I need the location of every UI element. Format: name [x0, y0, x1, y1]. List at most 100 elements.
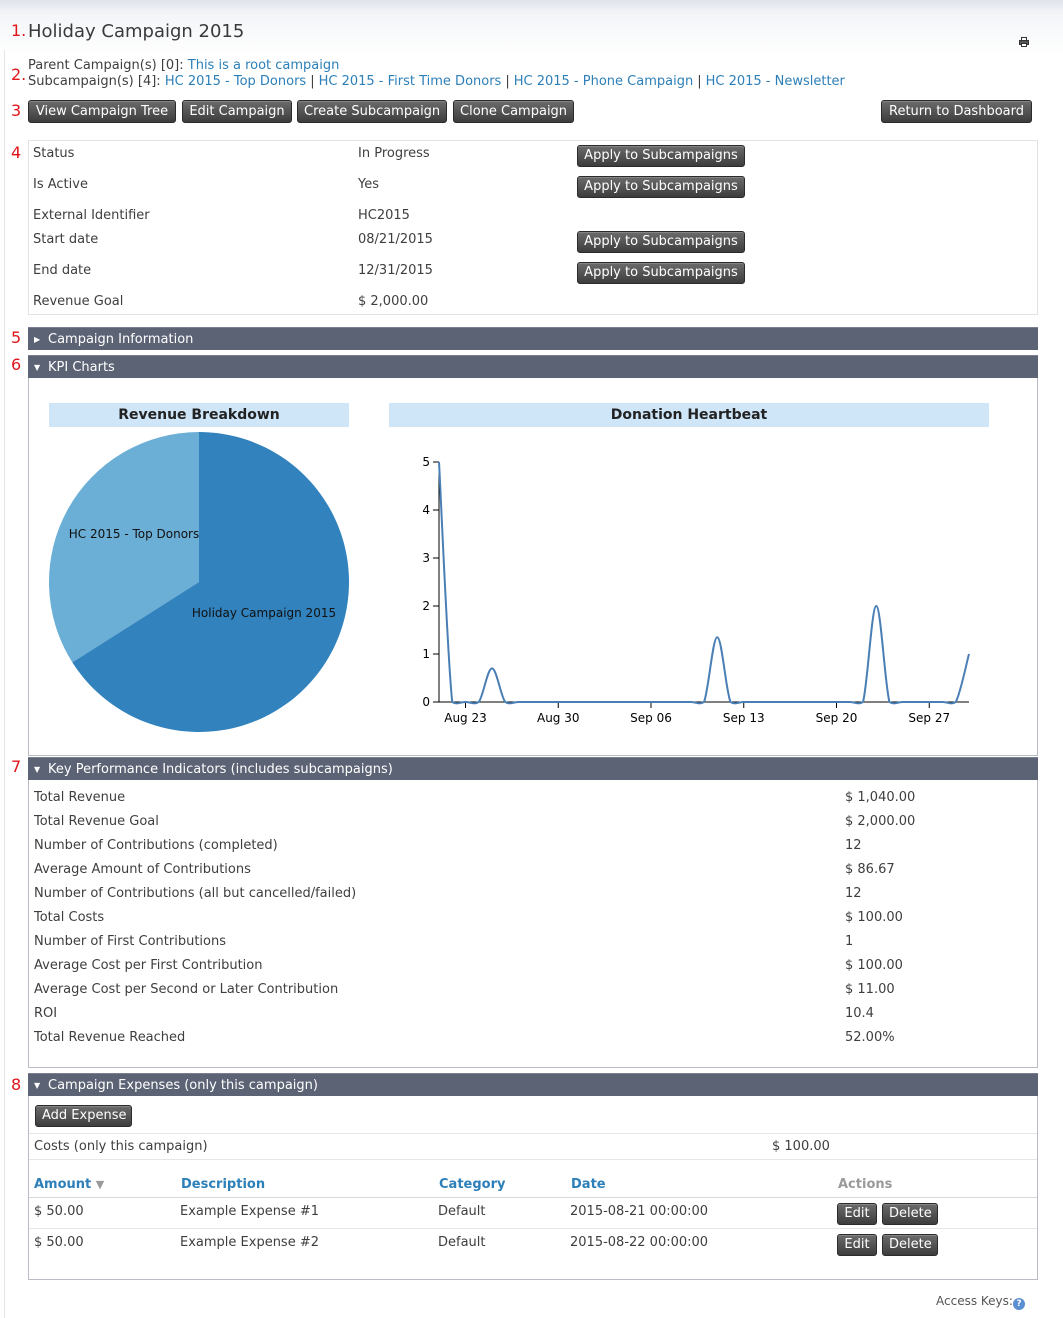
revenue-breakdown-title: Revenue Breakdown	[49, 403, 349, 427]
subcampaign-link-phone-campaign[interactable]: HC 2015 - Phone Campaign	[513, 74, 694, 89]
kpi-row: Number of Contributions (all but cancell…	[29, 883, 1037, 907]
kpi-charts-title: KPI Charts	[48, 360, 115, 375]
subcampaign-link-newsletter[interactable]: HC 2015 - Newsletter	[705, 74, 845, 89]
apply-end-date-to-subcampaigns-button[interactable]: Apply to Subcampaigns	[577, 262, 745, 284]
printer-icon[interactable]	[1019, 37, 1029, 47]
kpi-value: 12	[845, 838, 862, 853]
kpi-value: 12	[845, 886, 862, 901]
kpi-value: $ 1,040.00	[845, 790, 916, 805]
parent-campaigns: Parent Campaign(s) [0]: This is a root c…	[28, 58, 339, 73]
link-separator: |	[697, 74, 702, 89]
view-campaign-tree-button[interactable]: View Campaign Tree	[28, 100, 176, 123]
amount-header-label: Amount	[34, 1177, 92, 1192]
kpi-label: Total Revenue Goal	[34, 814, 159, 829]
kpi-row: Total Revenue Goal $ 2,000.00	[29, 811, 1037, 835]
x-tick-label: Sep 06	[630, 711, 672, 725]
kpi-value: 10.4	[845, 1006, 874, 1021]
kpi-row: Average Cost per First Contribution $ 100…	[29, 955, 1037, 979]
x-tick-label: Aug 30	[537, 711, 580, 725]
pie-slice-label: Holiday Campaign 2015	[192, 606, 336, 620]
expense-date: 2015-08-21 00:00:00	[570, 1204, 709, 1219]
kpi-value: 52.00%	[845, 1030, 895, 1045]
revenue-goal-label: Revenue Goal	[33, 294, 124, 309]
description-column-header[interactable]: Description	[181, 1177, 266, 1192]
edit-expense-button[interactable]: Edit	[837, 1203, 877, 1225]
kpi-label: Average Cost per First Contribution	[34, 958, 263, 973]
help-icon[interactable]: ?	[1012, 1298, 1025, 1310]
expenses-panel-title: Campaign Expenses (only this campaign)	[48, 1078, 318, 1093]
step-marker-1: 1.	[11, 21, 27, 40]
end-date-label: End date	[33, 263, 92, 278]
clone-campaign-button[interactable]: Clone Campaign	[453, 100, 574, 123]
subcampaign-link-first-time-donors[interactable]: HC 2015 - First Time Donors	[318, 74, 502, 89]
header-band	[0, 0, 1063, 60]
donation-heartbeat-line-chart: 0 1 2 3 4 5 Aug 23 Aug 30 Sep 06 Sep 13 Sep 20 Sep …	[422, 455, 970, 725]
access-keys[interactable]: Access Keys:?	[936, 1294, 1025, 1310]
kpi-value: $ 2,000.00	[845, 814, 916, 829]
divider	[29, 1228, 1037, 1229]
amount-column-header[interactable]: Amount ▼	[34, 1177, 104, 1192]
divider	[29, 1133, 1037, 1134]
external-identifier-value: HC2015	[358, 208, 410, 223]
pie-slice-label: HC 2015 - Top Donors	[69, 527, 200, 541]
expense-category: Default	[438, 1204, 486, 1219]
kpi-value: $ 86.67	[845, 862, 895, 877]
expense-category: Default	[438, 1235, 486, 1250]
create-subcampaign-button[interactable]: Create Subcampaign	[297, 100, 447, 123]
kpi-label: Average Amount of Contributions	[34, 862, 251, 877]
start-date-value: 08/21/2015	[358, 232, 433, 247]
donation-heartbeat-title: Donation Heartbeat	[389, 403, 989, 427]
expense-description: Example Expense #1	[180, 1204, 319, 1219]
apply-active-to-subcampaigns-button[interactable]: Apply to Subcampaigns	[577, 176, 745, 198]
edit-campaign-button[interactable]: Edit Campaign	[182, 100, 292, 123]
y-tick-label: 0	[422, 695, 430, 709]
date-column-header[interactable]: Date	[571, 1177, 606, 1192]
access-keys-label: Access Keys:	[936, 1294, 1013, 1308]
kpi-value: $ 100.00	[845, 958, 903, 973]
parent-label: Parent Campaign(s) [0]:	[28, 58, 184, 73]
y-tick-label: 4	[422, 503, 430, 517]
campaign-information-title: Campaign Information	[48, 332, 194, 347]
sort-descending-icon: ▼	[95, 1178, 105, 1191]
apply-start-date-to-subcampaigns-button[interactable]: Apply to Subcampaigns	[577, 231, 745, 253]
y-tick-label: 2	[422, 599, 430, 613]
kpi-row: Number of First Contributions 1	[29, 931, 1037, 955]
kpi-row: Average Amount of Contributions $ 86.67	[29, 859, 1037, 883]
x-tick-label: Sep 27	[908, 711, 950, 725]
heartbeat-series-line	[438, 461, 970, 705]
step-marker-8: 8	[11, 1075, 22, 1094]
is-active-value: Yes	[358, 177, 379, 192]
kpi-panel-title: Key Performance Indicators (includes sub…	[48, 762, 393, 777]
kpi-charts-panel-header[interactable]: ▼ KPI Charts	[28, 355, 1038, 378]
link-separator: |	[505, 74, 510, 89]
divider	[29, 1159, 1037, 1160]
actions-column-header: Actions	[838, 1177, 893, 1192]
x-tick-label: Aug 23	[444, 711, 487, 725]
apply-status-to-subcampaigns-button[interactable]: Apply to Subcampaigns	[577, 145, 745, 167]
divider	[29, 1197, 1037, 1198]
step-marker-5: 5	[11, 328, 22, 347]
kpi-value: 1	[845, 934, 854, 949]
start-date-label: Start date	[33, 232, 99, 247]
category-column-header[interactable]: Category	[439, 1177, 506, 1192]
revenue-breakdown-pie-chart: HC 2015 - Top Donors Holiday Campaign 201…	[48, 432, 349, 732]
pie-slice	[72, 432, 349, 732]
step-marker-2: 2.	[11, 65, 27, 84]
root-campaign-link[interactable]: This is a root campaign	[187, 58, 340, 73]
x-tick-label: Sep 20	[816, 711, 858, 725]
campaign-information-panel-header[interactable]: ▶ Campaign Information	[28, 327, 1038, 350]
expand-arrow-icon: ▶	[34, 335, 41, 344]
link-separator: |	[310, 74, 315, 89]
collapse-arrow-icon: ▼	[34, 765, 41, 774]
return-to-dashboard-button[interactable]: Return to Dashboard	[881, 100, 1032, 123]
expenses-panel-header[interactable]: ▼ Campaign Expenses (only this campaign)	[28, 1073, 1038, 1096]
subcampaigns: Subcampaign(s) [4]: HC 2015 - Top Donors…	[28, 74, 845, 89]
delete-expense-button[interactable]: Delete	[882, 1234, 938, 1256]
subcampaign-link-top-donors[interactable]: HC 2015 - Top Donors	[164, 74, 307, 89]
add-expense-button[interactable]: Add Expense	[35, 1105, 132, 1127]
delete-expense-button[interactable]: Delete	[882, 1203, 938, 1225]
kpi-label: Number of Contributions (all but cancell…	[34, 886, 357, 901]
kpi-panel-header[interactable]: ▼ Key Performance Indicators (includes s…	[28, 757, 1038, 780]
edit-expense-button[interactable]: Edit	[837, 1234, 877, 1256]
kpi-row: Number of Contributions (completed) 12	[29, 835, 1037, 859]
